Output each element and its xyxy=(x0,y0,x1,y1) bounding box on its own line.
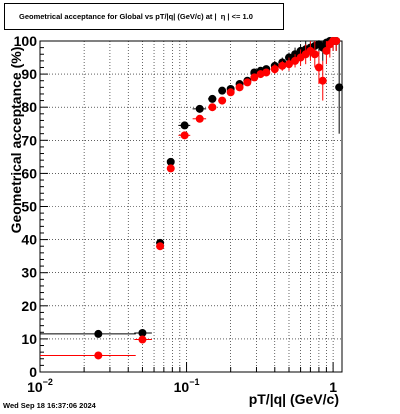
series-1-point xyxy=(284,60,293,69)
series-1-point xyxy=(262,68,271,77)
series-1-point xyxy=(318,76,327,85)
series-0-point xyxy=(208,94,217,103)
series-1-point xyxy=(332,37,341,45)
x-tick-label: 1 xyxy=(329,379,337,395)
y-tick-label: 70 xyxy=(21,132,37,148)
series-1-point xyxy=(250,73,259,82)
y-tick-label: 20 xyxy=(21,298,37,314)
series-1-point xyxy=(195,114,204,123)
series-1-point xyxy=(156,242,165,251)
series-1-point xyxy=(218,96,227,105)
series-1-point xyxy=(235,83,244,92)
series-0-point xyxy=(138,328,147,337)
series-1-point xyxy=(208,103,217,112)
series-0-point xyxy=(180,121,189,130)
y-tick-label: 0 xyxy=(29,364,37,380)
series-1-point xyxy=(278,61,287,70)
series-1-point xyxy=(166,164,175,173)
series-0-point xyxy=(218,86,227,95)
series-0-point xyxy=(195,104,204,113)
chart-title: Geometrical acceptance for Global vs pT/… xyxy=(4,3,284,30)
y-tick-label: 30 xyxy=(21,265,37,281)
y-tick-label: 90 xyxy=(21,66,37,82)
series-0-point xyxy=(94,329,103,338)
y-tick-label: 100 xyxy=(14,33,38,49)
series-1-point xyxy=(243,78,252,87)
series-1-point xyxy=(270,65,279,74)
y-axis-label: Geometrical acceptance (%) xyxy=(8,46,24,234)
y-tick-label: 60 xyxy=(21,165,37,181)
series-1-point xyxy=(138,335,147,344)
y-tick-label: 50 xyxy=(21,199,37,215)
series-1-point xyxy=(180,131,189,140)
x-tick-label: 10−2 xyxy=(27,377,53,395)
series-0-point xyxy=(166,157,175,166)
x-tick-label: 10−1 xyxy=(174,377,200,395)
x-axis-label: pT/|q| (GeV/c) xyxy=(248,391,339,407)
y-tick-label: 80 xyxy=(21,99,37,115)
y-tick-label: 40 xyxy=(21,232,37,248)
series-1-point xyxy=(226,88,235,97)
series-1-point xyxy=(322,46,331,55)
series-1-point xyxy=(94,351,103,360)
timestamp: Wed Sep 18 16:37:06 2024 xyxy=(3,401,96,410)
y-tick-label: 10 xyxy=(21,331,37,347)
series-1-point xyxy=(310,50,319,59)
series-0-point xyxy=(335,83,344,92)
series-1-point xyxy=(314,63,323,72)
